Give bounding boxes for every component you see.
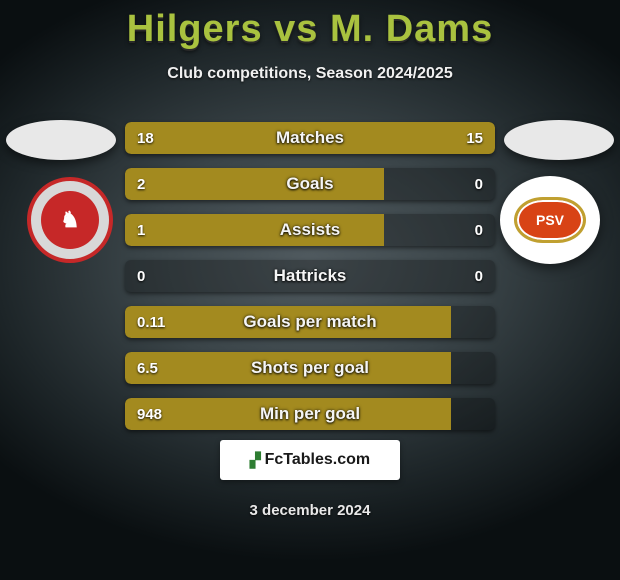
club-badge-left: ♞ bbox=[20, 176, 120, 264]
stat-label: Hattricks bbox=[125, 266, 495, 286]
subtitle: Club competitions, Season 2024/2025 bbox=[0, 65, 620, 83]
stat-row: 0.11Goals per match bbox=[125, 306, 495, 338]
stat-label: Shots per goal bbox=[125, 358, 495, 378]
chart-icon: ▞ bbox=[250, 452, 261, 469]
content-root: Hilgers vs M. Dams Club competitions, Se… bbox=[0, 0, 620, 580]
stat-label: Goals bbox=[125, 174, 495, 194]
stat-bars: 1815Matches 20Goals 10Assists 00Hattricks 0.… bbox=[125, 122, 495, 444]
stat-label: Assists bbox=[125, 220, 495, 240]
stat-row: 20Goals bbox=[125, 168, 495, 200]
stat-label: Matches bbox=[125, 128, 495, 148]
player-portrait-right bbox=[504, 120, 614, 160]
stat-row: 1815Matches bbox=[125, 122, 495, 154]
club-badge-right: PSV bbox=[500, 176, 600, 264]
stat-label: Goals per match bbox=[125, 312, 495, 332]
page-title: Hilgers vs M. Dams bbox=[0, 0, 620, 51]
stat-row: 948Min per goal bbox=[125, 398, 495, 430]
date-text: 3 december 2024 bbox=[0, 502, 620, 519]
stat-row: 10Assists bbox=[125, 214, 495, 246]
psv-badge: PSV bbox=[514, 197, 586, 243]
player-portrait-left bbox=[6, 120, 116, 160]
twente-horse-icon: ♞ bbox=[41, 191, 99, 249]
footer-logo-label: FcTables.com bbox=[265, 451, 371, 469]
stat-row: 6.5Shots per goal bbox=[125, 352, 495, 384]
stat-label: Min per goal bbox=[125, 404, 495, 424]
footer-logo: ▞ FcTables.com bbox=[220, 440, 400, 480]
stat-row: 00Hattricks bbox=[125, 260, 495, 292]
footer-logo-text: ▞ FcTables.com bbox=[250, 451, 370, 469]
twente-badge: ♞ bbox=[27, 177, 113, 263]
